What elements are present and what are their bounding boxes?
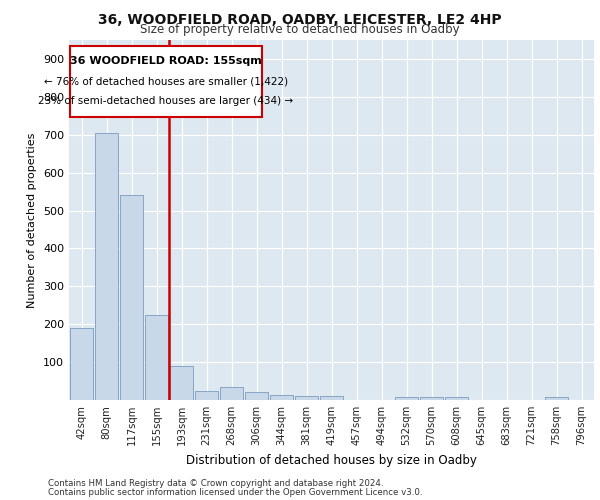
Text: 36, WOODFIELD ROAD, OADBY, LEICESTER, LE2 4HP: 36, WOODFIELD ROAD, OADBY, LEICESTER, LE… xyxy=(98,12,502,26)
Bar xyxy=(120,196,143,400)
Bar xyxy=(295,396,318,400)
Bar xyxy=(170,366,193,400)
Text: Size of property relative to detached houses in Oadby: Size of property relative to detached ho… xyxy=(140,22,460,36)
Bar xyxy=(220,386,243,400)
Bar xyxy=(420,398,443,400)
Bar xyxy=(270,395,293,400)
Text: Contains HM Land Registry data © Crown copyright and database right 2024.: Contains HM Land Registry data © Crown c… xyxy=(48,479,383,488)
X-axis label: Distribution of detached houses by size in Oadby: Distribution of detached houses by size … xyxy=(186,454,477,466)
Bar xyxy=(445,397,468,400)
Bar xyxy=(145,314,168,400)
Bar xyxy=(245,392,268,400)
Bar xyxy=(195,390,218,400)
Bar xyxy=(70,328,93,400)
Bar xyxy=(320,396,343,400)
Y-axis label: Number of detached properties: Number of detached properties xyxy=(28,132,37,308)
Bar xyxy=(95,133,118,400)
Text: Contains public sector information licensed under the Open Government Licence v3: Contains public sector information licen… xyxy=(48,488,422,497)
FancyBboxPatch shape xyxy=(70,46,262,117)
Bar xyxy=(545,397,568,400)
Text: 36 WOODFIELD ROAD: 155sqm: 36 WOODFIELD ROAD: 155sqm xyxy=(70,56,262,66)
Text: ← 76% of detached houses are smaller (1,422): ← 76% of detached houses are smaller (1,… xyxy=(44,76,288,86)
Bar xyxy=(395,397,418,400)
Text: 23% of semi-detached houses are larger (434) →: 23% of semi-detached houses are larger (… xyxy=(38,96,293,106)
